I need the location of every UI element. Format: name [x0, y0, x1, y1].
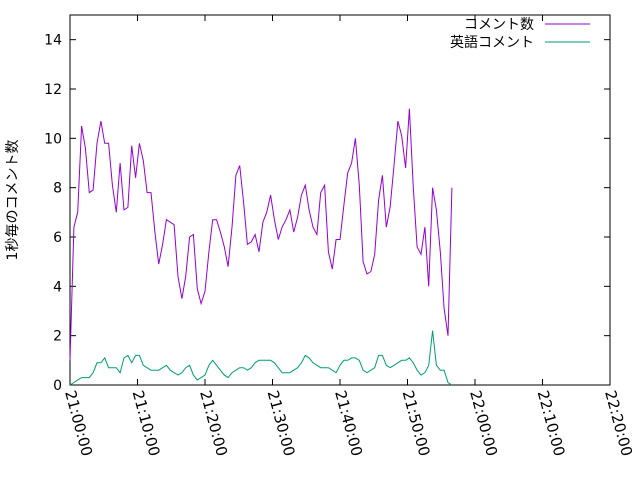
legend-label: コメント数 — [464, 17, 534, 33]
legend-label: 英語コメント — [450, 34, 534, 51]
x-tick-label: 21:00:00 — [61, 388, 96, 458]
x-tick-label: 22:20:00 — [601, 388, 636, 458]
x-tick-label: 21:30:00 — [264, 388, 299, 458]
y-tick-label: 4 — [53, 279, 62, 295]
y-tick-label: 2 — [53, 329, 62, 345]
x-tick-label: 21:10:00 — [129, 388, 164, 458]
y-axis-label: 1秒毎のコメント数 — [5, 140, 21, 261]
x-tick-label: 22:10:00 — [534, 388, 569, 458]
y-axis-ticks: 0 2 4 6 8 10 12 14 — [44, 33, 610, 394]
y-tick-label: 0 — [53, 378, 62, 394]
x-tick-label: 21:50:00 — [399, 388, 434, 458]
y-tick-label: 14 — [44, 33, 62, 49]
y-tick-label: 6 — [53, 230, 62, 246]
y-tick-label: 10 — [44, 131, 62, 147]
series-line-1 — [69, 330, 453, 386]
plot-frame — [69, 14, 611, 386]
y-tick-label: 12 — [44, 82, 62, 98]
x-tick-label: 22:00:00 — [466, 388, 501, 458]
y-tick-label: 8 — [53, 181, 62, 197]
x-tick-label: 21:40:00 — [331, 388, 366, 458]
series-lines — [69, 108, 453, 386]
series-line-0 — [69, 108, 453, 361]
x-axis-ticks: 21:00:00 21:10:00 21:20:00 21:30:00 21:40:00… — [61, 15, 636, 458]
x-tick-label: 21:20:00 — [196, 388, 231, 458]
